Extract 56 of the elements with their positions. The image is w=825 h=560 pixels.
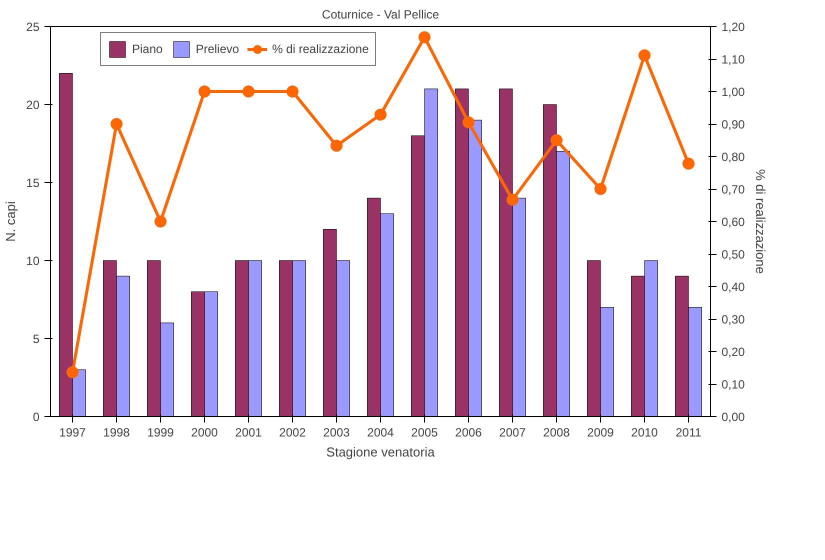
point bbox=[638, 49, 650, 62]
point bbox=[66, 366, 78, 378]
y2-tick-label: 1,20 bbox=[722, 20, 746, 34]
x-tick-label: 2010 bbox=[631, 426, 658, 440]
y2-tick-label: 0,90 bbox=[722, 118, 746, 132]
x-tick-label: 2007 bbox=[499, 426, 526, 440]
x-tick-label: 2003 bbox=[323, 426, 350, 440]
y2-tick-label: 1,00 bbox=[722, 85, 746, 99]
y2-tick-label: 0,20 bbox=[722, 345, 746, 359]
legend-label: Prelievo bbox=[196, 42, 240, 56]
point bbox=[682, 158, 694, 170]
point bbox=[198, 86, 210, 98]
y-tick-label: 10 bbox=[26, 254, 40, 268]
x-tick-label: 2006 bbox=[455, 426, 482, 440]
x-axis-title: Stagione venatoria bbox=[326, 444, 436, 460]
point bbox=[330, 140, 342, 152]
x-tick-label: 1999 bbox=[147, 426, 174, 440]
y2-tick-label: 0,30 bbox=[722, 312, 746, 326]
y2-tick-label: 0,70 bbox=[722, 182, 746, 196]
point bbox=[594, 183, 606, 195]
y-axis-title: N. capi bbox=[3, 201, 18, 242]
y2-tick-label: 0,10 bbox=[722, 378, 746, 392]
point bbox=[374, 108, 386, 121]
x-tick-label: 1998 bbox=[103, 426, 130, 440]
x-tick-label: 2008 bbox=[543, 426, 570, 440]
y-tick-label: 0 bbox=[32, 410, 40, 424]
y2-tick-label: 0,60 bbox=[722, 215, 746, 229]
y2-tick-label: 0,00 bbox=[722, 410, 746, 424]
point bbox=[550, 134, 562, 146]
y2-tick-label: 0,40 bbox=[722, 280, 746, 294]
y-tick-label: 5 bbox=[32, 332, 40, 346]
x-tick-label: 1997 bbox=[59, 426, 86, 440]
y-tick-label: 15 bbox=[26, 176, 40, 190]
y-tick-label: 20 bbox=[26, 98, 40, 112]
y2-tick-label: 0,80 bbox=[722, 150, 746, 164]
y2-tick-label: 1,10 bbox=[722, 52, 746, 66]
point bbox=[242, 86, 254, 98]
point bbox=[110, 118, 122, 130]
point bbox=[462, 116, 474, 128]
point bbox=[506, 194, 518, 206]
x-tick-label: 2009 bbox=[587, 426, 614, 440]
y2-tick-label: 0,50 bbox=[722, 248, 746, 262]
x-tick-label: 2005 bbox=[411, 426, 438, 440]
chart-title: Coturnice - Val Pellice bbox=[322, 8, 440, 22]
x-tick-label: 2001 bbox=[235, 426, 262, 440]
point bbox=[286, 86, 298, 98]
x-tick-label: 2000 bbox=[191, 426, 218, 440]
y2-axis-title: % di realizzazione bbox=[752, 169, 768, 274]
x-tick-label: 2004 bbox=[367, 426, 394, 440]
x-tick-label: 2011 bbox=[676, 426, 702, 440]
point bbox=[154, 216, 166, 228]
legend-label: Piano bbox=[132, 42, 163, 56]
x-tick-label: 2002 bbox=[279, 426, 306, 440]
point bbox=[418, 31, 430, 44]
legend-label: % di realizzazione bbox=[272, 42, 369, 56]
y-tick-label: 25 bbox=[26, 20, 40, 34]
